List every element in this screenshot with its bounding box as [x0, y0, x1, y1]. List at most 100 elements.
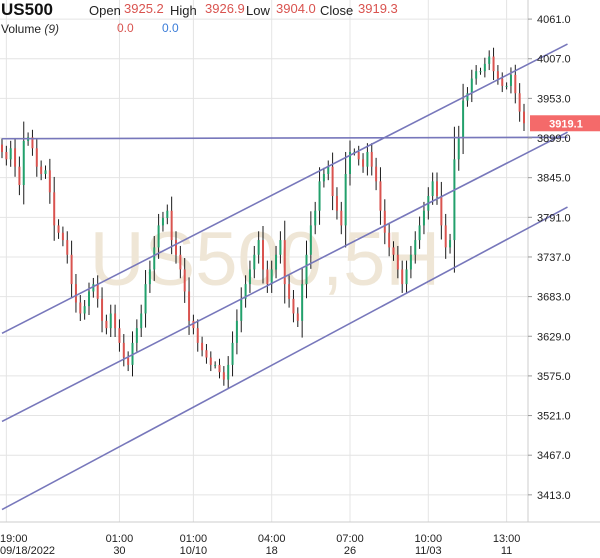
y-tick-label: 3845.0: [537, 173, 571, 185]
time-axis: 19:0009/18/202201:003001:0010/1004:00180…: [0, 533, 520, 557]
candle-body: [248, 269, 251, 285]
candle-body: [188, 291, 191, 321]
candle-body: [283, 240, 286, 285]
candle-body: [209, 357, 212, 365]
candle-body: [444, 225, 447, 248]
candle-body: [66, 240, 69, 255]
candle-body: [518, 93, 521, 112]
candle-body: [253, 254, 256, 270]
candle-body: [231, 342, 234, 365]
candle-body: [288, 284, 291, 299]
candle-body: [301, 284, 304, 321]
last-price-label: 3919.1: [549, 118, 583, 130]
candle-body: [370, 151, 373, 167]
y-tick-label: 3413.0: [537, 490, 571, 502]
candle-body: [388, 232, 391, 248]
candle-body: [509, 74, 512, 86]
candle-body: [222, 372, 225, 380]
candle-body: [483, 63, 486, 72]
candle-body: [262, 240, 264, 270]
candle-body: [292, 298, 295, 314]
candle-body: [148, 269, 151, 285]
candle-body: [161, 218, 164, 226]
price-axis: 4061.0 4007.0 3953.0 3899.0 3845.0 3791.0 3737…: [528, 14, 571, 502]
candle-body: [240, 298, 243, 321]
candle-body: [422, 210, 425, 226]
candle-body: [349, 151, 351, 174]
candle-body: [192, 320, 195, 329]
candle-body: [40, 166, 43, 174]
candle-body: [57, 225, 60, 233]
candle-body: [48, 170, 51, 193]
candle-body: [440, 196, 443, 226]
candle-body: [322, 174, 325, 182]
candle-body: [375, 166, 378, 182]
candle-body: [296, 313, 299, 321]
candle-body: [127, 357, 130, 365]
candle-body: [44, 170, 47, 174]
x-tick-time: 13:00: [493, 533, 521, 545]
candle-body: [431, 181, 434, 197]
candle-body: [396, 254, 399, 270]
candle-body: [83, 306, 86, 314]
candle-body: [318, 181, 321, 211]
candle-body: [335, 196, 338, 211]
candle-body: [501, 78, 504, 86]
candle-body: [414, 240, 417, 255]
candle-body: [449, 240, 452, 248]
candle-body: [401, 269, 404, 285]
candle-body: [379, 181, 382, 211]
candle-body: [327, 166, 330, 174]
candle-body: [275, 254, 278, 270]
candle-body: [166, 210, 169, 219]
candle-body: [257, 240, 260, 255]
candle-series: [1, 47, 525, 389]
x-tick-date: 30: [113, 545, 125, 557]
y-tick-label: 3791.0: [537, 212, 571, 224]
candle-body: [244, 284, 247, 299]
trend-line-lower-channel: [1, 206, 568, 511]
candle-body: [18, 166, 21, 186]
candle-body: [466, 93, 469, 101]
chart-grid: [0, 0, 600, 523]
candle-body: [179, 254, 182, 270]
candle-body: [436, 181, 438, 197]
candle-body: [170, 210, 173, 241]
candle-body: [105, 320, 108, 329]
candle-body: [523, 111, 525, 124]
candle-body: [140, 313, 143, 329]
x-tick-date: 10/10: [180, 545, 208, 557]
candle-body: [218, 364, 221, 373]
candle-body: [96, 284, 99, 299]
candle-body: [61, 232, 64, 241]
y-tick-label: 3899.0: [537, 133, 571, 145]
candle-body: [331, 166, 334, 197]
candle-body: [22, 140, 25, 186]
candle-body: [409, 254, 412, 270]
candle-body: [118, 328, 121, 343]
y-tick-label: 4061.0: [537, 14, 571, 26]
y-tick-label: 3683.0: [537, 292, 571, 304]
candle-body: [366, 151, 369, 167]
candle-body: [470, 78, 473, 94]
candle-body: [383, 210, 386, 233]
candle-body: [31, 137, 34, 149]
candle-body: [505, 85, 508, 87]
candle-body: [153, 247, 156, 270]
candle-body: [462, 100, 465, 138]
candle-body: [362, 159, 365, 167]
candle-body: [392, 247, 395, 255]
candle-body: [344, 174, 347, 226]
last-price-tag: 3919.1: [530, 115, 600, 132]
candle-body: [1, 144, 3, 152]
y-tick-label: 3953.0: [537, 93, 571, 105]
x-tick-time: 04:00: [258, 533, 286, 545]
x-tick-time: 19:00: [0, 533, 28, 545]
x-tick-date: 18: [266, 545, 278, 557]
trend-line-middle-channel: [1, 131, 568, 423]
candle-body: [266, 269, 269, 285]
y-tick-label: 3521.0: [537, 411, 571, 423]
x-tick-time: 07:00: [336, 533, 364, 545]
candle-body: [235, 320, 238, 343]
